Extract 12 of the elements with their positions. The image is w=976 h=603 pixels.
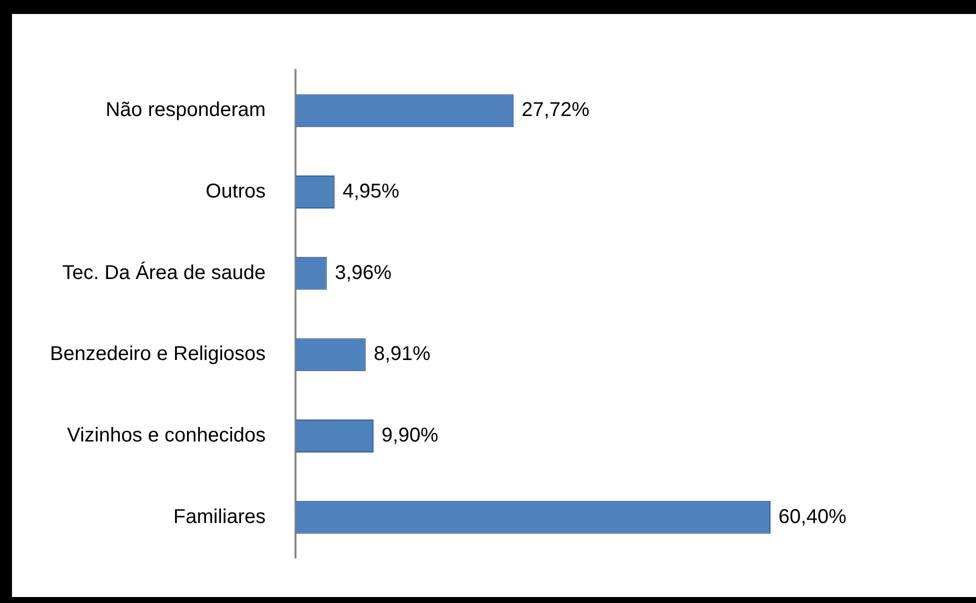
y-tick-label: Outros [206, 180, 266, 203]
data-label: 4,95% [342, 180, 400, 203]
y-tick-label: Familiares [173, 506, 266, 528]
data-label: 3,96% [334, 262, 392, 284]
data-label: 9,90% [382, 424, 438, 447]
data-label: 27,72% [522, 99, 590, 122]
y-tick-label: Benzedeiro e Religiosos [50, 343, 266, 366]
data-label: 60,40% [778, 506, 847, 528]
y-tick-label: Vizinhos e conhecidos [67, 424, 266, 447]
y-tick-label: Tec. Da Área de saude [62, 260, 266, 284]
y-tick-label: Não responderam [106, 99, 266, 122]
data-label: 8,91% [374, 343, 431, 366]
